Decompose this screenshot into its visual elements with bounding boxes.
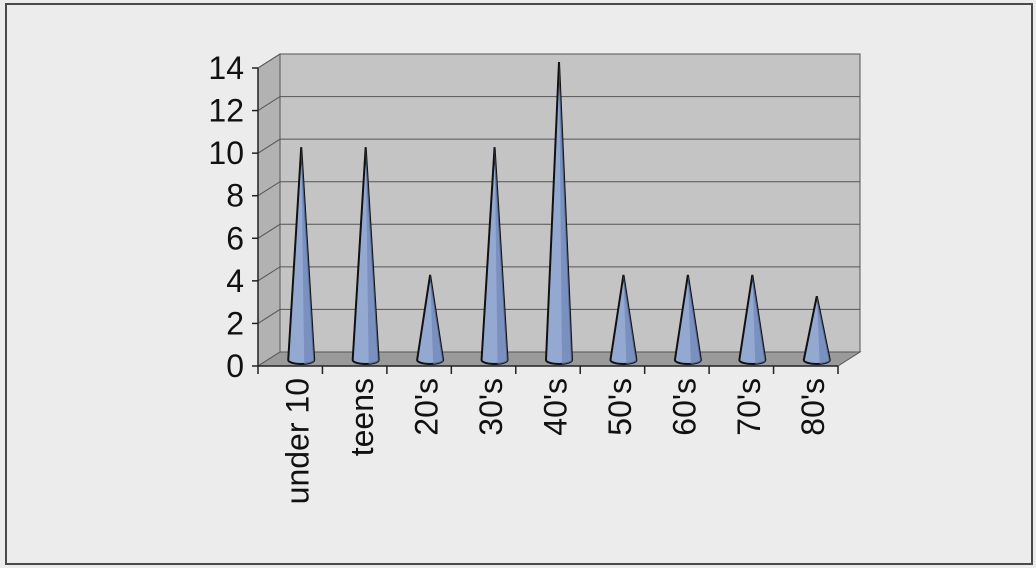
cone-shade (365, 147, 379, 364)
cone-bar (802, 295, 831, 365)
cone-shade (623, 274, 637, 364)
cone-shade (816, 296, 830, 364)
gridline (257, 138, 860, 154)
gridline (257, 96, 860, 111)
cone-shade (494, 147, 508, 364)
cone-bar (544, 61, 574, 365)
plot-side-wall (257, 53, 281, 367)
x-category-label: 40's (537, 378, 573, 436)
cone-bar (480, 147, 509, 365)
gridline (257, 181, 860, 197)
cone-shade (559, 62, 573, 364)
x-category-label: 70's (731, 378, 767, 436)
cone-bar (287, 147, 316, 365)
cone-shade (301, 147, 315, 364)
gridline (257, 266, 860, 282)
x-category-label: teens (344, 378, 380, 456)
cone-chart: 0 2 4 6 8 10 12 14 under 10 teens 20's 30's 40's 50's… (208, 50, 862, 504)
y-tick-label: 10 (208, 135, 244, 171)
y-tick-label: 4 (226, 263, 244, 299)
y-tick-label: 12 (208, 93, 244, 129)
y-tick-label: 2 (226, 305, 244, 341)
x-category-label: 50's (602, 378, 638, 436)
gridline (257, 308, 860, 324)
gridline (257, 53, 860, 69)
x-category-label: 80's (795, 378, 831, 436)
gridline (257, 223, 860, 239)
y-tick-label: 14 (208, 50, 244, 86)
cone-bar (351, 147, 380, 365)
y-tick-label: 8 (226, 178, 244, 214)
x-category-label: 30's (473, 378, 509, 436)
cone-shade (430, 274, 444, 364)
chart-border (5, 3, 1033, 565)
cone-shade (687, 274, 701, 364)
cone-bar (673, 274, 702, 365)
cone-shade (752, 274, 766, 364)
cone-bar (738, 274, 767, 365)
x-category-label: 20's (409, 378, 445, 436)
cone-bar (416, 274, 445, 365)
y-tick-label: 6 (226, 220, 244, 256)
x-category-label: under 10 (280, 378, 316, 504)
cone-bar (609, 274, 638, 365)
x-category-label: 60's (666, 378, 702, 436)
y-tick-label: 0 (226, 348, 244, 384)
